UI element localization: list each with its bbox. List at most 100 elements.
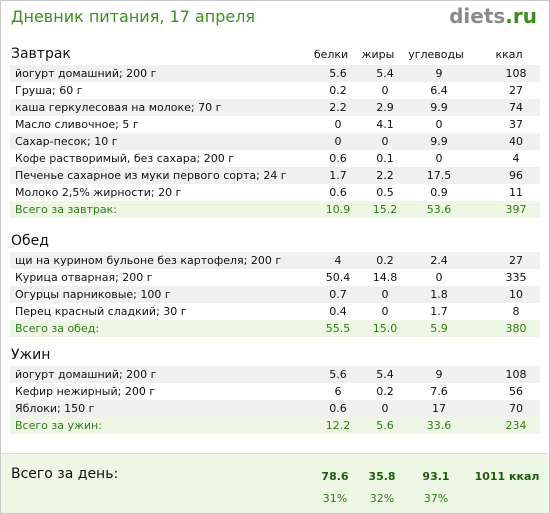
table-row: йогурт домашний; 200 г 5.6 5.4 9 108 bbox=[10, 366, 540, 383]
food-name: Груша; 60 г bbox=[15, 84, 83, 97]
protein-value: 4 bbox=[334, 254, 342, 267]
food-name: йогурт домашний; 200 г bbox=[15, 67, 157, 80]
section-total-row: Всего за завтрак: 10.9 15.2 53.6 397 bbox=[10, 201, 540, 218]
column-header-carbs: углеводы bbox=[408, 48, 464, 61]
dinner-table: йогурт домашний; 200 г 5.6 5.4 9 108 Кефир не… bbox=[10, 366, 540, 434]
column-header-kcal: ккал bbox=[495, 48, 523, 61]
carbs-value: 0.9 bbox=[430, 186, 448, 199]
kcal-value: 10 bbox=[509, 288, 523, 301]
food-name: Всего за ужин: bbox=[15, 419, 102, 432]
carbs-value: 17.5 bbox=[426, 169, 452, 182]
food-name: щи на курином бульоне без картофеля; 200… bbox=[15, 254, 282, 267]
logo-main: diets bbox=[449, 4, 506, 28]
protein-value: 0.7 bbox=[329, 288, 347, 301]
table-row: Молоко 2,5% жирности; 20 г 0.6 0.5 0.9 11 bbox=[10, 184, 540, 201]
day-total-kcal: 1011 ккал bbox=[474, 470, 540, 483]
food-name: Печенье сахарное из муки первого сорта; … bbox=[15, 169, 287, 182]
carbs-value: 0 bbox=[435, 118, 443, 131]
carbs-value: 9.9 bbox=[430, 101, 448, 114]
fat-value: 2.9 bbox=[376, 101, 394, 114]
table-row: Курица отварная; 200 г 50.4 14.8 0 335 bbox=[10, 269, 540, 286]
carbs-value: 6.4 bbox=[430, 84, 448, 97]
fat-value: 4.1 bbox=[376, 118, 394, 131]
table-row: Кофе растворимый, без сахара; 200 г 0.6 0.… bbox=[10, 150, 540, 167]
fat-value: 5.4 bbox=[376, 67, 394, 80]
table-row: Огурцы парниковые; 100 г 0.7 0 1.8 10 bbox=[10, 286, 540, 303]
day-total-fat-pct: 32% bbox=[369, 492, 395, 505]
kcal-value: 40 bbox=[509, 135, 523, 148]
protein-value: 50.4 bbox=[325, 271, 351, 284]
kcal-value: 27 bbox=[509, 254, 523, 267]
protein-value: 0.4 bbox=[329, 305, 347, 318]
protein-value: 1.7 bbox=[329, 169, 347, 182]
day-total: Всего за день: 78.6 35.8 93.1 1011 ккал … bbox=[1, 453, 549, 513]
section-title-dinner: Ужин bbox=[11, 347, 51, 363]
fat-value: 15.2 bbox=[372, 203, 398, 216]
food-name: каша геркулесовая на молоке; 70 г bbox=[15, 101, 222, 114]
carbs-value: 1.8 bbox=[430, 288, 448, 301]
protein-value: 0.6 bbox=[329, 152, 347, 165]
food-name: Всего за завтрак: bbox=[15, 203, 118, 216]
fat-value: 0.2 bbox=[376, 254, 394, 267]
kcal-value: 11 bbox=[509, 186, 523, 199]
table-row: Груша; 60 г 0.2 0 6.4 27 bbox=[10, 82, 540, 99]
food-name: Кофе растворимый, без сахара; 200 г bbox=[15, 152, 234, 165]
kcal-value: 108 bbox=[505, 368, 527, 381]
page-title: Дневник питания, 17 апреля bbox=[11, 7, 256, 26]
section-total-row: Всего за ужин: 12.2 5.6 33.6 234 bbox=[10, 417, 540, 434]
table-row: щи на курином бульоне без картофеля; 200… bbox=[10, 252, 540, 269]
section-title-breakfast: Завтрак bbox=[11, 46, 71, 62]
protein-value: 0 bbox=[334, 118, 342, 131]
fat-value: 0 bbox=[381, 402, 389, 415]
protein-value: 5.6 bbox=[329, 368, 347, 381]
food-name: Перец красный сладкий; 30 г bbox=[15, 305, 187, 318]
kcal-value: 27 bbox=[509, 84, 523, 97]
kcal-value: 37 bbox=[509, 118, 523, 131]
protein-value: 10.9 bbox=[325, 203, 351, 216]
table-row: Сахар-песок; 10 г 0 0 9.9 40 bbox=[10, 133, 540, 150]
food-name: Яблоки; 150 г bbox=[15, 402, 95, 415]
day-total-fat: 35.8 bbox=[368, 470, 396, 483]
kcal-value: 70 bbox=[509, 402, 523, 415]
logo-tld: .ru bbox=[505, 4, 537, 28]
table-row: йогурт домашний; 200 г 5.6 5.4 9 108 bbox=[10, 65, 540, 82]
day-total-protein: 78.6 bbox=[321, 470, 349, 483]
table-row: Перец красный сладкий; 30 г 0.4 0 1.7 8 bbox=[10, 303, 540, 320]
table-row: Кефир нежирный; 200 г 6 0.2 7.6 56 bbox=[10, 383, 540, 400]
carbs-value: 17 bbox=[432, 402, 446, 415]
food-name: Масло сливочное; 5 г bbox=[15, 118, 139, 131]
carbs-value: 0 bbox=[435, 152, 443, 165]
carbs-value: 7.6 bbox=[430, 385, 448, 398]
carbs-value: 1.7 bbox=[430, 305, 448, 318]
lunch-table: щи на курином бульоне без картофеля; 200… bbox=[10, 252, 540, 337]
protein-value: 55.5 bbox=[325, 322, 351, 335]
breakfast-table: йогурт домашний; 200 г 5.6 5.4 9 108 Груша; 6… bbox=[10, 65, 540, 218]
carbs-value: 9 bbox=[435, 368, 443, 381]
fat-value: 0.2 bbox=[376, 385, 394, 398]
protein-value: 2.2 bbox=[329, 101, 347, 114]
section-total-row: Всего за обед: 55.5 15.0 5.9 380 bbox=[10, 320, 540, 337]
table-row: Яблоки; 150 г 0.6 0 17 70 bbox=[10, 400, 540, 417]
day-total-carbs: 93.1 bbox=[422, 470, 450, 483]
carbs-value: 9.9 bbox=[430, 135, 448, 148]
header: Дневник питания, 17 апреля diets.ru bbox=[1, 1, 549, 35]
fat-value: 5.6 bbox=[376, 419, 394, 432]
carbs-value: 33.6 bbox=[426, 419, 452, 432]
fat-value: 2.2 bbox=[376, 169, 394, 182]
kcal-value: 335 bbox=[505, 271, 527, 284]
kcal-value: 234 bbox=[505, 419, 527, 432]
protein-value: 12.2 bbox=[325, 419, 351, 432]
site-logo[interactable]: diets.ru bbox=[449, 4, 537, 28]
protein-value: 0.6 bbox=[329, 186, 347, 199]
fat-value: 0.1 bbox=[376, 152, 394, 165]
day-total-label: Всего за день: bbox=[11, 466, 119, 482]
food-name: Кефир нежирный; 200 г bbox=[15, 385, 156, 398]
kcal-value: 74 bbox=[509, 101, 523, 114]
table-row: Печенье сахарное из муки первого сорта; … bbox=[10, 167, 540, 184]
fat-value: 0 bbox=[381, 288, 389, 301]
food-name: Курица отварная; 200 г bbox=[15, 271, 153, 284]
kcal-value: 108 bbox=[505, 67, 527, 80]
day-total-protein-pct: 31% bbox=[322, 492, 348, 505]
kcal-value: 380 bbox=[505, 322, 527, 335]
